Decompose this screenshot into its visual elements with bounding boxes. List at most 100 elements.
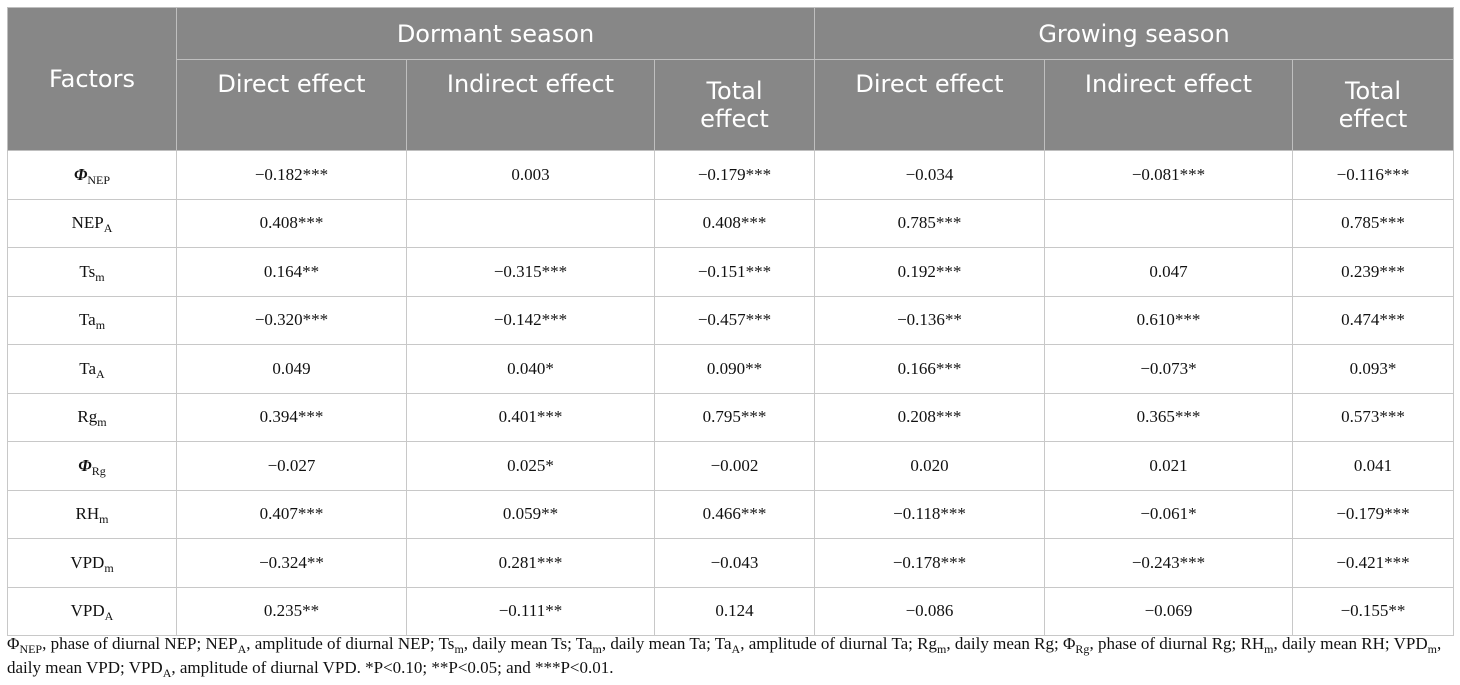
factor-symbol: NEP bbox=[71, 213, 104, 233]
factor-subscript: m bbox=[99, 512, 109, 527]
dormant-indirect-cell bbox=[406, 198, 655, 248]
growing-total-cell: 0.573*** bbox=[1292, 392, 1454, 442]
footnote-text: , daily mean Ta; bbox=[601, 634, 715, 653]
dormant-total-cell: −0.151*** bbox=[654, 247, 815, 297]
table-row: VPDA 0.235** −0.111** 0.124 −0.086 −0.069 −0.1… bbox=[7, 586, 1454, 636]
dormant-total-cell: −0.043 bbox=[654, 538, 815, 588]
growing-direct-cell: 0.020 bbox=[814, 441, 1045, 491]
dormant-total-cell: 0.466*** bbox=[654, 489, 815, 539]
dormant-indirect-cell: −0.315*** bbox=[406, 247, 655, 297]
footnote-subscript: m bbox=[1264, 642, 1274, 656]
growing-direct-cell: 0.166*** bbox=[814, 344, 1045, 394]
header-factors: Factors bbox=[7, 7, 177, 151]
factor-subscript: m bbox=[97, 415, 107, 430]
factor-cell: RHm bbox=[7, 489, 177, 539]
dormant-indirect-cell: 0.401*** bbox=[406, 392, 655, 442]
dormant-total-cell: −0.457*** bbox=[654, 295, 815, 345]
footnote-text: , phase of diurnal Rg; bbox=[1089, 634, 1241, 653]
dormant-direct-cell: −0.182*** bbox=[176, 150, 407, 200]
table-row: TaA 0.049 0.040* 0.090** 0.166*** −0.073* 0.09… bbox=[7, 344, 1454, 394]
table-row: ΦRg −0.027 0.025* −0.002 0.020 0.021 0.041 bbox=[7, 441, 1454, 491]
growing-total-cell: −0.116*** bbox=[1292, 150, 1454, 200]
factor-cell: Tam bbox=[7, 295, 177, 345]
factor-symbol: Ta bbox=[79, 358, 97, 378]
growing-indirect-cell: 0.610*** bbox=[1044, 295, 1293, 345]
table-row: Tam −0.320*** −0.142*** −0.457*** −0.136** 0.… bbox=[7, 295, 1454, 345]
dormant-direct-cell: −0.027 bbox=[176, 441, 407, 491]
growing-indirect-cell: 0.365*** bbox=[1044, 392, 1293, 442]
footnote-subscript: m bbox=[592, 642, 602, 656]
growing-direct-cell: −0.118*** bbox=[814, 489, 1045, 539]
header-growing-indirect: Indirect effect bbox=[1044, 59, 1293, 151]
growing-total-cell: −0.421*** bbox=[1292, 538, 1454, 588]
footnote-symbol: VPD bbox=[1393, 634, 1428, 653]
table-row: ΦNEP −0.182*** 0.003 −0.179*** −0.034 −0.081*… bbox=[7, 150, 1454, 200]
table-container: Factors Dormant season Growing season Di… bbox=[7, 7, 1454, 636]
growing-indirect-cell: −0.061* bbox=[1044, 489, 1293, 539]
footnote-text: , daily mean RH; bbox=[1273, 634, 1394, 653]
header-growing-season: Growing season bbox=[814, 7, 1454, 60]
table-row: NEPA 0.408*** 0.408*** 0.785*** 0.785*** bbox=[7, 198, 1454, 248]
dormant-indirect-cell: 0.059** bbox=[406, 489, 655, 539]
dormant-direct-cell: 0.407*** bbox=[176, 489, 407, 539]
header-growing-total: Total effect bbox=[1292, 59, 1454, 151]
growing-total-cell: 0.093* bbox=[1292, 344, 1454, 394]
footnote-text: , daily mean Rg; bbox=[946, 634, 1063, 653]
dormant-indirect-cell: 0.003 bbox=[406, 150, 655, 200]
table-row: RHm 0.407*** 0.059** 0.466*** −0.118*** −0.06… bbox=[7, 489, 1454, 539]
header-dormant-season: Dormant season bbox=[176, 7, 815, 60]
factor-cell: ΦNEP bbox=[7, 150, 177, 200]
factor-symbol: Ta bbox=[78, 310, 96, 330]
dormant-indirect-cell: 0.281*** bbox=[406, 538, 655, 588]
growing-direct-cell: −0.086 bbox=[814, 586, 1045, 636]
footnote-text: , phase of diurnal NEP; bbox=[42, 634, 206, 653]
footnote-text: , daily mean Ts; bbox=[463, 634, 576, 653]
dormant-total-cell: −0.002 bbox=[654, 441, 815, 491]
factor-symbol: Rg bbox=[77, 407, 98, 427]
footnote-symbol: VPD bbox=[128, 658, 163, 677]
dormant-indirect-cell: 0.025* bbox=[406, 441, 655, 491]
factor-cell: ΦRg bbox=[7, 441, 177, 491]
factor-subscript: A bbox=[104, 609, 114, 624]
growing-direct-cell: −0.178*** bbox=[814, 538, 1045, 588]
dormant-total-cell: 0.090** bbox=[654, 344, 815, 394]
footnote-symbol: Rg bbox=[917, 634, 938, 653]
footnote-symbol: Φ bbox=[1062, 634, 1076, 653]
factor-cell: Rgm bbox=[7, 392, 177, 442]
factor-symbol: RH bbox=[75, 504, 100, 524]
dormant-total-cell: 0.795*** bbox=[654, 392, 815, 442]
footnote-text: , amplitude of diurnal Ta; bbox=[740, 634, 918, 653]
growing-indirect-cell: 0.047 bbox=[1044, 247, 1293, 297]
footnote-symbol: RH bbox=[1240, 634, 1265, 653]
footnote-text: , amplitude of diurnal NEP; bbox=[246, 634, 439, 653]
factor-subscript: A bbox=[103, 221, 113, 236]
factor-subscript: NEP bbox=[87, 172, 111, 187]
growing-total-cell: 0.474*** bbox=[1292, 295, 1454, 345]
header-dormant-indirect: Indirect effect bbox=[406, 59, 655, 151]
footnote-subscript: A bbox=[731, 642, 741, 656]
footnote-symbol: NEP bbox=[205, 634, 238, 653]
table-row: Rgm 0.394*** 0.401*** 0.795*** 0.208*** 0.365… bbox=[7, 392, 1454, 442]
dormant-direct-cell: 0.164** bbox=[176, 247, 407, 297]
growing-direct-cell: 0.192*** bbox=[814, 247, 1045, 297]
footnote-subscript: m bbox=[937, 642, 947, 656]
table-footnote: ΦNEP, phase of diurnal NEP; NEPA, amplit… bbox=[7, 632, 1453, 680]
footnote-symbol: Ts bbox=[438, 634, 455, 653]
factor-cell: VPDA bbox=[7, 586, 177, 636]
growing-total-cell: −0.179*** bbox=[1292, 489, 1454, 539]
factor-cell: Tsm bbox=[7, 247, 177, 297]
growing-total-cell: −0.155** bbox=[1292, 586, 1454, 636]
dormant-total-cell: 0.124 bbox=[654, 586, 815, 636]
growing-total-cell: 0.041 bbox=[1292, 441, 1454, 491]
growing-direct-cell: 0.208*** bbox=[814, 392, 1045, 442]
footnote-subscript: A bbox=[237, 642, 247, 656]
factor-subscript: A bbox=[96, 366, 105, 381]
growing-direct-cell: 0.785*** bbox=[814, 198, 1045, 248]
growing-direct-cell: −0.136** bbox=[814, 295, 1045, 345]
growing-indirect-cell: −0.069 bbox=[1044, 586, 1293, 636]
factor-subscript: m bbox=[95, 318, 106, 333]
growing-indirect-cell: −0.073* bbox=[1044, 344, 1293, 394]
factor-subscript: Rg bbox=[91, 463, 106, 478]
footnote-symbol: Φ bbox=[7, 634, 20, 653]
dormant-indirect-cell: 0.040* bbox=[406, 344, 655, 394]
